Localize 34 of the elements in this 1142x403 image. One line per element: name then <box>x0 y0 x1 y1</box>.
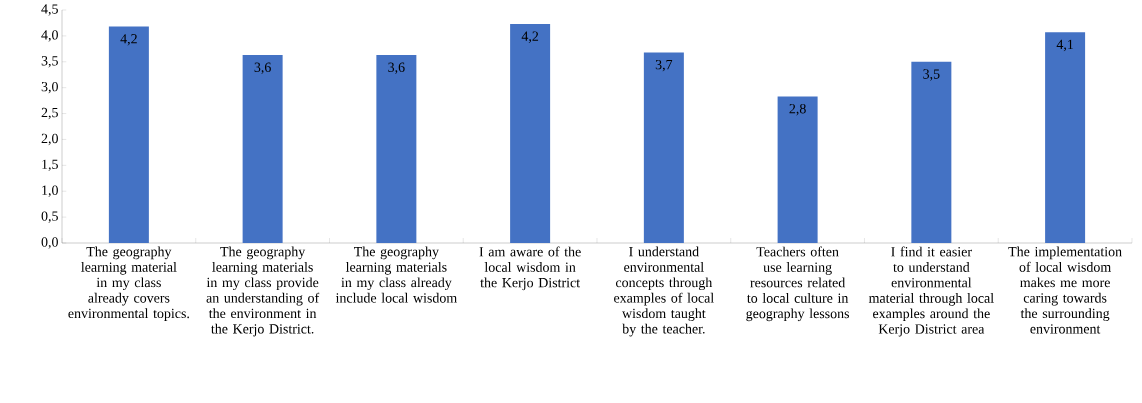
data-label: 4,2 <box>120 34 137 46</box>
x-tick-label: I understand environmental concepts through examples of local wisdom taught by the teacher. <box>614 246 714 337</box>
x-tick-label: I find it easier to understand environmental material through local examples around the Kerjo District area <box>868 246 994 337</box>
bar <box>643 52 684 243</box>
data-label: 2,8 <box>789 103 806 116</box>
y-tick-label: 1,5 <box>42 159 58 172</box>
x-tick-label: The geography learning material in my class already covers environmental topics. <box>68 246 189 321</box>
bar <box>911 61 952 243</box>
data-label: 3,6 <box>254 62 271 74</box>
data-label: 3,7 <box>655 59 673 72</box>
bar <box>510 23 551 243</box>
y-tick-label: 0,0 <box>41 237 58 249</box>
x-tick-label: I am aware of the local wisdom in the Kerjo District <box>479 246 581 291</box>
y-tick-label: 2,5 <box>41 107 58 120</box>
y-tick-label: 2,0 <box>41 133 58 146</box>
y-tick-label: 4,0 <box>41 30 58 42</box>
y-tick-label: 3,0 <box>41 81 58 94</box>
y-tick-label: 3,5 <box>41 56 58 68</box>
data-label: 4,1 <box>1056 39 1073 52</box>
x-tick-label: The geography learning materials in my class provide an understanding of the environment in the Kerjo District. <box>206 246 320 337</box>
data-label: 3,5 <box>923 69 940 81</box>
data-label: 3,6 <box>388 62 405 74</box>
bar <box>777 96 818 243</box>
x-tick-label: The geography learning materials in my class already include local wisdom <box>335 246 457 303</box>
x-tick-label: Teachers often use learning resources related to local culture in geography lessons <box>746 246 850 322</box>
y-tick-label: 4,5 <box>41 4 58 16</box>
bar <box>376 55 417 243</box>
bar <box>1045 32 1086 243</box>
x-tick-label: The implementation of local wisdom makes me more caring towards the surrounding environment <box>1008 246 1122 334</box>
bar <box>242 55 283 243</box>
bar <box>108 26 149 243</box>
data-label: 4,2 <box>521 31 539 43</box>
y-tick-label: 1,0 <box>42 185 58 197</box>
y-tick-label: 0,5 <box>41 211 58 223</box>
